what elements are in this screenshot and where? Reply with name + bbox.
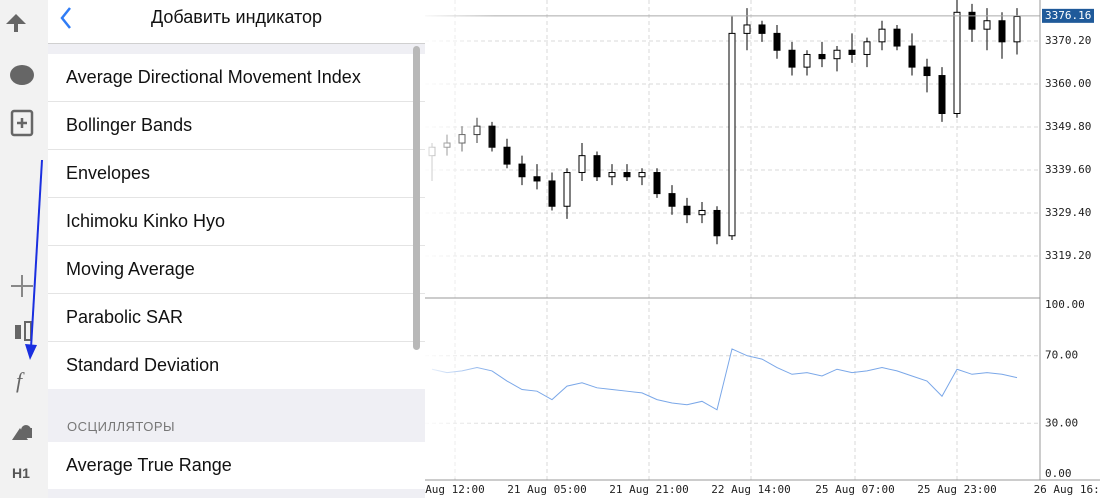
indicator-item[interactable]: Moving Average <box>48 246 425 294</box>
price-label: 3339.60 <box>1045 163 1091 176</box>
candle-body <box>713 209 721 237</box>
candle-body <box>983 20 991 30</box>
indicator-line <box>431 348 1018 411</box>
crosshair-icon[interactable] <box>11 275 33 297</box>
timeframe-button[interactable]: H1 <box>12 465 30 481</box>
price-label: 3360.00 <box>1045 77 1091 90</box>
candle-body <box>908 45 916 68</box>
candle-body <box>758 24 766 34</box>
candle-body <box>578 155 586 174</box>
fade <box>425 0 495 478</box>
price-label: 3329.40 <box>1045 206 1091 219</box>
new-icon[interactable] <box>10 109 34 137</box>
indicator-label: 30.00 <box>1045 416 1078 429</box>
candle-body <box>533 176 541 182</box>
candle-body <box>608 172 616 178</box>
candle-body <box>638 172 646 178</box>
indicator-item[interactable]: Bollinger Bands <box>48 102 425 150</box>
candle-body <box>848 49 856 55</box>
candle-body <box>653 172 661 195</box>
indicator-item[interactable]: Parabolic SAR <box>48 294 425 342</box>
time-label: 22 Aug 14:00 <box>711 483 790 496</box>
candle-body <box>833 49 841 60</box>
candle-body <box>938 75 946 114</box>
indicator-icon[interactable]: f <box>16 368 25 393</box>
candle-body <box>998 20 1006 43</box>
candle-body <box>563 172 571 207</box>
last-price-label: 3376.16 <box>1045 9 1091 22</box>
time-label: 25 Aug 07:00 <box>815 483 894 496</box>
candle-body <box>743 24 751 34</box>
candle-body <box>893 28 901 47</box>
candle-body <box>623 172 631 178</box>
indicator-label: 70.00 <box>1045 349 1078 362</box>
candle-body <box>923 66 931 77</box>
time-label: Aug 12:00 <box>425 483 485 496</box>
price-label: 3370.20 <box>1045 34 1091 47</box>
last-price-tag <box>1042 8 1094 23</box>
candle-body <box>698 209 706 216</box>
candle-body <box>773 32 781 51</box>
time-label: 25 Aug 23:00 <box>917 483 996 496</box>
indicator-item[interactable]: Standard Deviation <box>66 355 220 375</box>
back-button[interactable] <box>58 2 74 32</box>
candle-body <box>683 205 691 216</box>
indicator-item[interactable]: Average True Range <box>66 455 232 475</box>
time-label: 26 Aug 16:0 <box>1034 483 1100 496</box>
candle-body <box>503 146 511 165</box>
panel-title: Добавить индикатор <box>150 7 323 27</box>
price-label: 3349.80 <box>1045 120 1091 133</box>
indicator-item[interactable]: Ichimoku Kinko Hyo <box>48 198 425 246</box>
price-label: 3319.20 <box>1045 249 1091 262</box>
candle-body <box>788 49 796 68</box>
candle-body <box>953 11 961 114</box>
oscillator-list: Average True Range <box>48 442 425 489</box>
candle-body <box>878 28 886 43</box>
section-header: ОСЦИЛЛЯТОРЫ <box>67 419 176 434</box>
candle-body <box>593 155 601 178</box>
candle-body <box>1013 16 1021 43</box>
candle-body <box>668 193 676 207</box>
chat-icon[interactable] <box>10 65 34 85</box>
candle-body <box>968 11 976 30</box>
trade-icon[interactable] <box>6 14 26 32</box>
toolbar-icons: f <box>6 14 34 440</box>
panel-header: Добавить индикатор <box>48 0 425 44</box>
time-label: 21 Aug 21:00 <box>609 483 688 496</box>
candle-body <box>818 53 826 60</box>
candle-body <box>548 180 556 207</box>
candle-body <box>803 53 811 68</box>
indicator-list: Average Directional Movement Index Bollin… <box>48 54 425 389</box>
candle-body <box>518 163 526 178</box>
candles-icon[interactable] <box>15 325 21 339</box>
toolbar: f H1 <box>0 0 48 498</box>
candle-body <box>728 32 736 237</box>
time-label: 21 Aug 05:00 <box>507 483 586 496</box>
scrollbar <box>413 46 420 350</box>
candle-body <box>863 41 871 55</box>
annotation-arrow <box>25 159 43 360</box>
indicator-label: 0.00 <box>1045 467 1072 480</box>
indicator-label: 100.00 <box>1045 298 1085 311</box>
indicator-item[interactable]: Envelopes <box>48 150 425 198</box>
indicator-panel: Добавить индикатор Average Directional M… <box>48 0 425 498</box>
indicator-item[interactable]: Average Directional Movement Index <box>48 54 425 102</box>
